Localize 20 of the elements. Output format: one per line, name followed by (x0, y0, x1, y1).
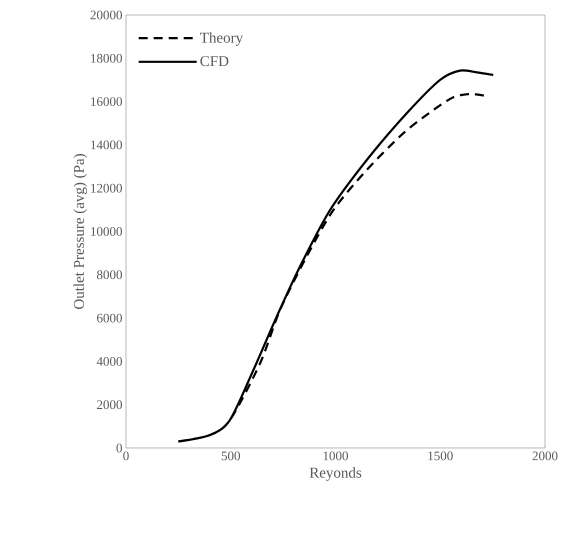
y-tick-label: 20000 (90, 10, 122, 20)
y-tick-label: 8000 (96, 270, 122, 280)
y-tick-label: 2000 (97, 400, 122, 410)
y-axis-title: Outlet Pressure (avg) (Pa) (73, 154, 88, 309)
x-axis-title: Reyonds (310, 467, 362, 481)
y-tick-label: 14000 (91, 140, 122, 150)
x-tick-label: 2000 (532, 452, 558, 460)
y-tick-label: 10000 (91, 227, 122, 236)
y-tick-label: 16000 (91, 97, 122, 106)
legend-label: CFD (200, 56, 228, 66)
y-tick-label: 12000 (91, 184, 122, 193)
y-tick-label: 0 (116, 444, 122, 452)
x-tick-label: 500 (222, 452, 240, 460)
x-tick-label: 1500 (428, 452, 453, 460)
x-tick-label: 1000 (324, 452, 348, 460)
y-tick-label: 6000 (97, 314, 122, 322)
x-tick-label: 0 (123, 452, 129, 460)
y-tick-label: 4000 (96, 357, 122, 366)
legend-label: Theory (200, 32, 244, 46)
y-tick-label: 18000 (91, 54, 122, 63)
